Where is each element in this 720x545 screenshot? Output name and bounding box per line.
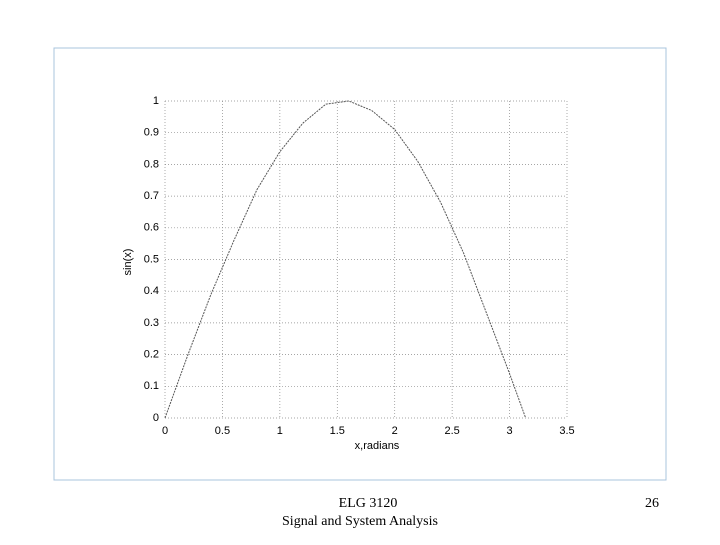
y-tick-label: 0.2	[144, 349, 159, 361]
y-tick-label: 0.5	[144, 253, 159, 265]
x-axis-label: x,radians	[355, 440, 400, 452]
y-tick-label: 0.6	[144, 222, 159, 234]
y-tick-label: 0.7	[144, 190, 159, 202]
frame	[53, 47, 667, 481]
y-tick-label: 0	[153, 412, 159, 424]
x-tick-label: 1	[277, 425, 283, 437]
footer-subtitle: Signal and System Analysis	[282, 514, 438, 529]
x-tick-label: 1.5	[330, 425, 345, 437]
x-tick-label: 2.5	[444, 425, 459, 437]
y-tick-label: 0.8	[144, 158, 159, 170]
y-tick-label: 1	[153, 95, 159, 107]
x-tick-label: 2	[392, 425, 398, 437]
x-tick-label: 3	[507, 425, 513, 437]
x-tick-label: 0	[162, 425, 168, 437]
sine-curve	[164, 100, 527, 419]
y-tick-label: 0.4	[144, 285, 159, 297]
x-tick-label: 3.5	[559, 425, 574, 437]
x-tick-label: 0.5	[215, 425, 230, 437]
footer-course: ELG 3120	[339, 496, 398, 511]
y-tick-label: 0.9	[144, 127, 159, 139]
y-axis-label: sin(x)	[122, 249, 134, 276]
y-tick-label: 0.3	[144, 317, 159, 329]
y-tick-label: 0.1	[144, 380, 159, 392]
page-number: 26	[645, 496, 659, 511]
